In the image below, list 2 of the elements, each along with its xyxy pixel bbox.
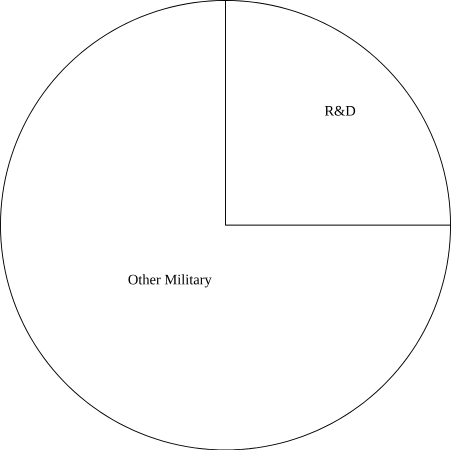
slice-label: R&D [324, 106, 356, 116]
slice-label: Other Military [128, 274, 212, 288]
